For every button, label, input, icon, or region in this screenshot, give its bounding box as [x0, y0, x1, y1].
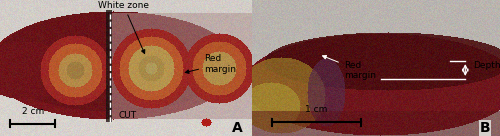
Text: 1 cm: 1 cm	[306, 105, 328, 114]
Text: White zone: White zone	[98, 1, 149, 54]
Text: CUT: CUT	[118, 111, 136, 120]
Text: 2 cm: 2 cm	[22, 107, 44, 116]
Text: Depth: Depth	[472, 61, 500, 70]
Text: A: A	[232, 121, 242, 135]
Text: Red
margin: Red margin	[185, 54, 236, 74]
Text: B: B	[480, 121, 490, 135]
Text: Red
margin: Red margin	[322, 55, 376, 80]
